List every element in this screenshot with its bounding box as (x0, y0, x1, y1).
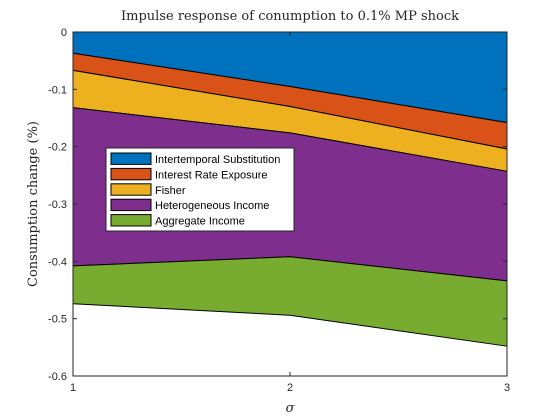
y-tick-label: 0 (61, 27, 67, 39)
legend-swatch (110, 183, 152, 196)
legend-swatch (110, 152, 152, 165)
x-axis-label: σ (286, 401, 296, 416)
x-tick-label: 2 (287, 382, 293, 394)
x-tick-label: 3 (504, 382, 510, 394)
y-tick-label: -0.3 (48, 199, 67, 211)
legend-label: Aggregate Income (155, 216, 245, 228)
legend-label: Heterogeneous Income (155, 200, 269, 212)
y-axis: 0 -0.1 -0.2 -0.3 -0.4 -0.5 -0.6 (48, 27, 507, 383)
legend-swatch (110, 167, 152, 181)
y-tick-label: -0.1 (48, 84, 67, 96)
legend-label: Interest Rate Exposure (155, 169, 268, 181)
legend-label: Fisher (155, 185, 186, 197)
y-axis-label: Consumption change (%) (26, 121, 41, 287)
legend: Intertemporal Substitution Interest Rate … (105, 147, 295, 232)
y-tick-label: -0.4 (48, 256, 67, 268)
legend-swatch (110, 214, 152, 227)
x-tick-label: 1 (70, 382, 76, 394)
chart-title: Impulse response of conumption to 0.1% M… (121, 9, 459, 24)
y-tick-label: -0.2 (48, 142, 67, 154)
x-axis: 1 2 3 (70, 32, 510, 394)
y-tick-label: -0.6 (48, 371, 67, 383)
y-tick-label: -0.5 (48, 314, 67, 326)
legend-swatch (110, 198, 152, 212)
legend-label: Intertemporal Substitution (155, 154, 280, 166)
